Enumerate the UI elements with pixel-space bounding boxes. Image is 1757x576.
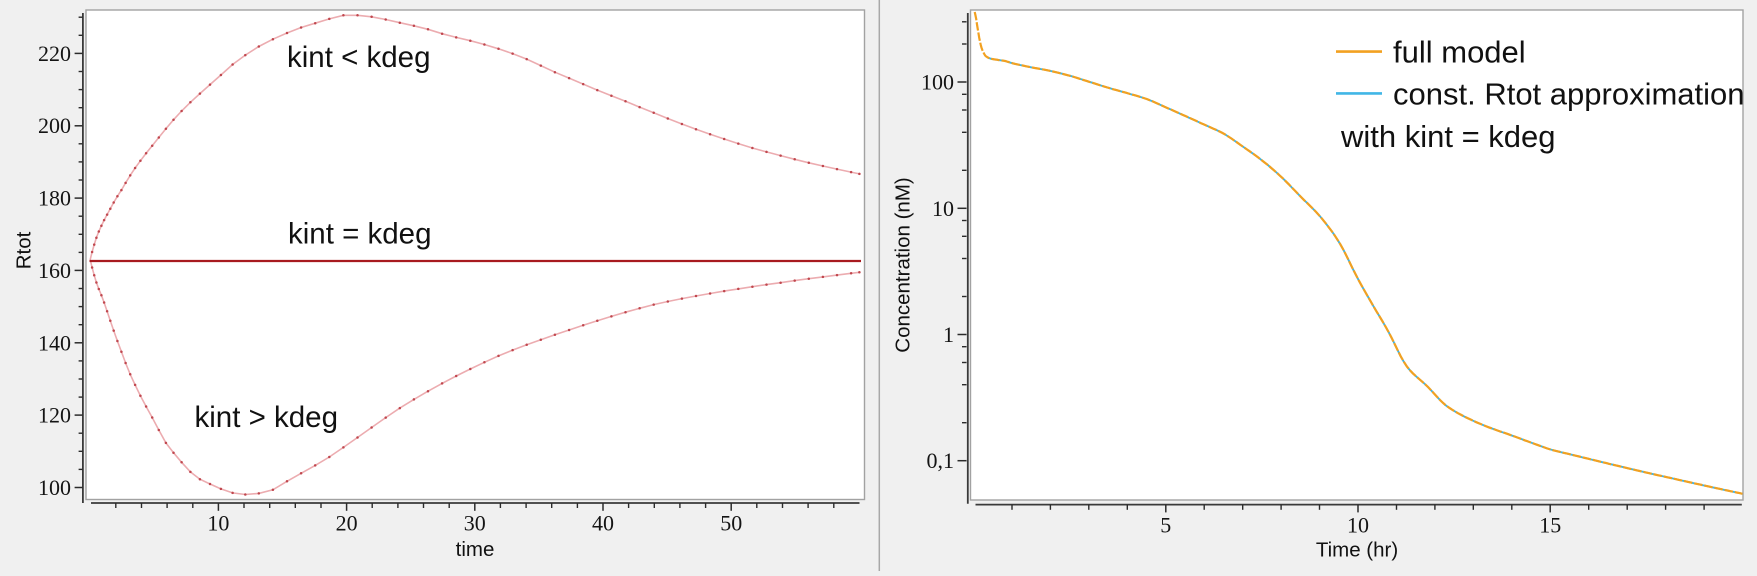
svg-text:kint < kdeg: kint < kdeg: [287, 41, 431, 74]
svg-text:kint = kdeg: kint = kdeg: [288, 218, 432, 251]
svg-text:0,1: 0,1: [927, 448, 955, 473]
svg-text:kint > kdeg: kint > kdeg: [195, 401, 339, 434]
svg-text:160: 160: [38, 258, 71, 283]
svg-text:10: 10: [932, 196, 954, 221]
svg-text:100: 100: [921, 70, 954, 95]
svg-text:const. Rtot approximation: const. Rtot approximation: [1393, 76, 1745, 111]
svg-text:1: 1: [943, 322, 954, 347]
svg-text:10: 10: [1347, 513, 1369, 538]
svg-text:Concentration (nM): Concentration (nM): [892, 177, 915, 352]
svg-text:Rtot: Rtot: [13, 231, 36, 269]
svg-text:200: 200: [38, 113, 71, 138]
svg-text:Time (hr): Time (hr): [1316, 539, 1398, 562]
svg-text:40: 40: [592, 511, 614, 536]
svg-text:full model: full model: [1393, 35, 1526, 70]
svg-text:time: time: [456, 538, 495, 561]
svg-text:5: 5: [1160, 513, 1171, 538]
svg-text:140: 140: [38, 330, 71, 355]
svg-text:20: 20: [336, 511, 358, 536]
svg-text:15: 15: [1539, 513, 1561, 538]
svg-text:30: 30: [464, 511, 486, 536]
svg-text:220: 220: [38, 41, 71, 66]
svg-text:10: 10: [207, 511, 229, 536]
svg-text:120: 120: [38, 403, 71, 428]
svg-text:100: 100: [38, 475, 71, 500]
svg-text:with kint = kdeg: with kint = kdeg: [1340, 119, 1556, 154]
svg-text:50: 50: [720, 511, 742, 536]
svg-text:180: 180: [38, 186, 71, 211]
